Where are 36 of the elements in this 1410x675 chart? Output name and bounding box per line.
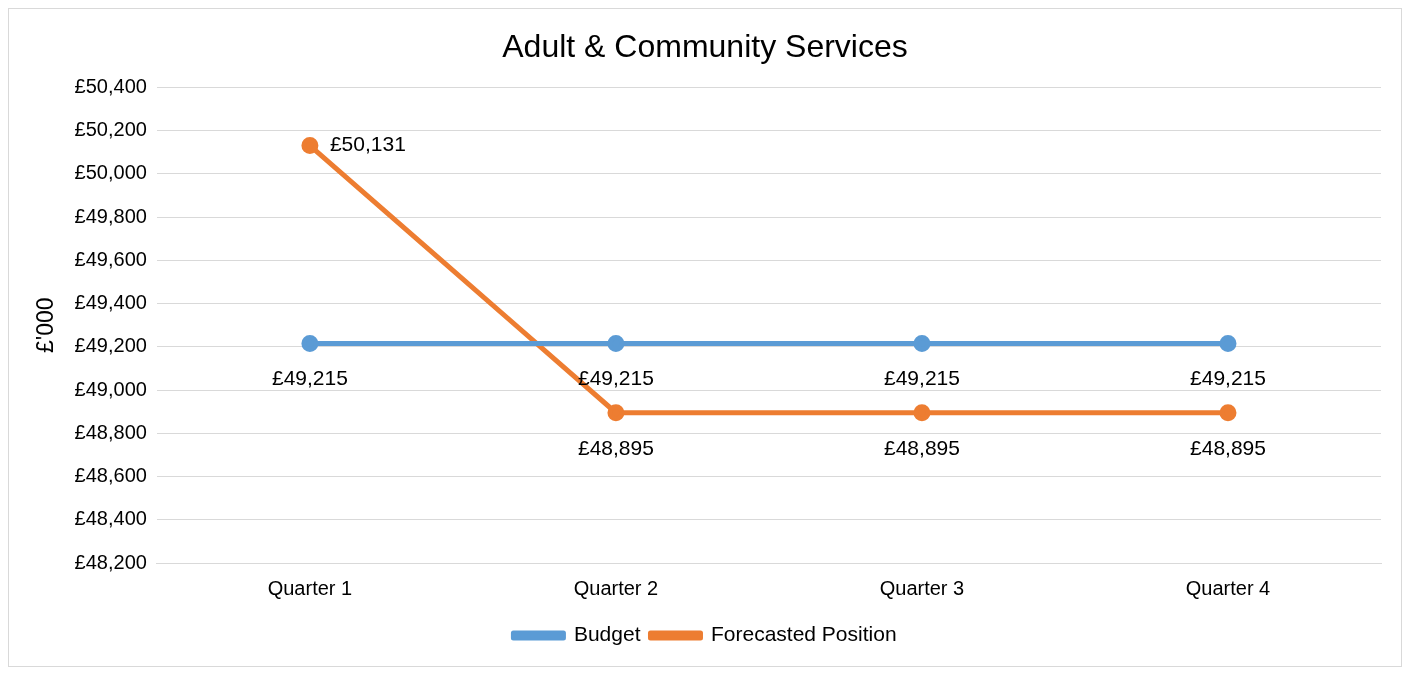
y-tick-label: £49,800 [74, 204, 147, 227]
data-label: £50,131 [329, 132, 406, 156]
chart-title: Adult & Community Services [502, 28, 908, 65]
y-tick-label: £48,400 [74, 507, 147, 530]
legend-label: Forecasted Position [710, 622, 897, 646]
y-tick-label: £48,800 [74, 420, 147, 443]
point [607, 404, 625, 422]
x-tick-label: Quarter 4 [1185, 576, 1271, 599]
x-tick-label: Quarter 3 [879, 576, 965, 599]
y-tick-label: £49,000 [74, 377, 147, 400]
y-tick-label: £49,600 [74, 247, 147, 270]
y-tick-label: £48,600 [74, 464, 147, 487]
point [913, 335, 931, 353]
data-label: £49,215 [884, 366, 960, 390]
x-tick-label: Quarter 1 [267, 576, 353, 599]
y-tick-label: £50,000 [74, 161, 147, 184]
y-tick-label: £49,200 [74, 334, 147, 357]
legend-label: Budget [573, 622, 641, 646]
data-label: £49,215 [577, 366, 654, 390]
data-label: £48,895 [577, 435, 654, 459]
y-tick-label: £50,400 [74, 74, 147, 97]
point [607, 335, 625, 353]
data-label: £49,215 [271, 366, 348, 390]
y-tick-label: £48,200 [74, 550, 147, 573]
y-axis-title: £'000 [32, 297, 59, 353]
point [913, 404, 931, 422]
data-label: £48,895 [1190, 435, 1266, 459]
data-label: £49,215 [1190, 366, 1266, 390]
x-tick-label: Quarter 2 [573, 576, 659, 599]
point [1219, 404, 1237, 422]
point [1219, 335, 1237, 353]
point [301, 335, 319, 353]
y-tick-label: £50,200 [74, 118, 147, 141]
point [301, 137, 319, 155]
y-tick-label: £49,400 [74, 291, 147, 314]
data-label: £48,895 [884, 435, 960, 459]
